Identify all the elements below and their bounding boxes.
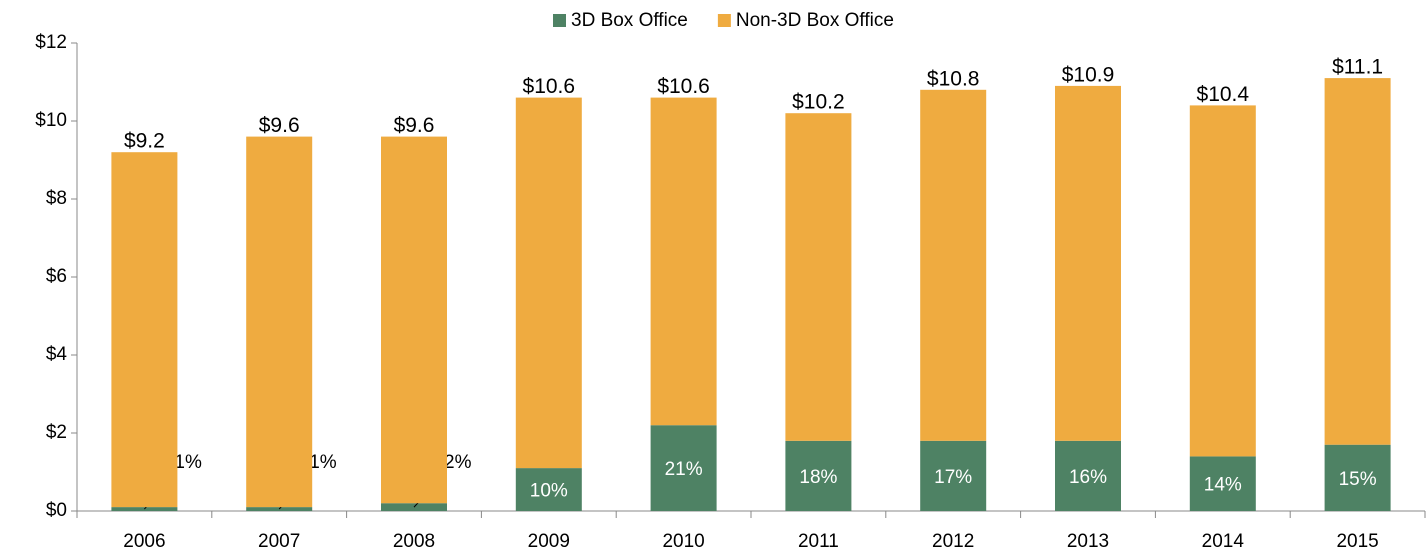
- bar-segment: [381, 136, 447, 504]
- total-label: $10.9: [1062, 63, 1115, 86]
- segment-label: 1%: [174, 452, 202, 473]
- x-tick-label: 2006: [123, 531, 165, 552]
- bar-segment: [920, 89, 987, 441]
- bar-segment: [650, 425, 717, 511]
- segment-label: 10%: [530, 481, 568, 502]
- segment-label: 1%: [309, 452, 337, 473]
- y-tick-label: $0: [46, 500, 67, 521]
- bar-segment: [1189, 105, 1256, 457]
- bar-segment: [785, 113, 852, 441]
- bar-segment: [650, 97, 717, 426]
- bar-segment: [246, 136, 313, 508]
- bar-segment: [1324, 444, 1391, 511]
- y-tick-label: $2: [46, 422, 67, 443]
- legend-swatch: [717, 14, 731, 27]
- y-tick-label: $8: [46, 188, 67, 209]
- bar-segment: [1189, 456, 1256, 511]
- bar-segment: [515, 97, 582, 469]
- total-label: $10.4: [1197, 83, 1250, 106]
- bar-segment: [1055, 85, 1121, 441]
- bar-segment: [111, 152, 178, 508]
- segment-label: 14%: [1204, 475, 1242, 496]
- x-tick-label: 2009: [528, 531, 570, 552]
- segment-label: 2%: [444, 452, 472, 473]
- total-label: $9.6: [259, 114, 300, 137]
- x-tick-label: 2013: [1067, 531, 1109, 552]
- legend-label: Non-3D Box Office: [736, 10, 894, 31]
- x-tick-label: 2011: [798, 531, 839, 552]
- bar-segment: [1324, 78, 1391, 445]
- total-label: $10.2: [792, 91, 845, 114]
- total-label: $10.8: [927, 67, 980, 90]
- y-tick-label: $10: [35, 110, 67, 131]
- segment-label: 21%: [665, 459, 703, 480]
- segment-label: 16%: [1069, 467, 1107, 488]
- segment-label: 17%: [934, 467, 972, 488]
- x-tick-label: 2012: [932, 531, 974, 552]
- bar-segment: [920, 440, 987, 511]
- segment-label: 15%: [1339, 469, 1377, 490]
- bar-segment: [1055, 440, 1121, 511]
- y-tick-label: $4: [46, 344, 68, 365]
- segment-label: 18%: [799, 467, 837, 488]
- x-tick-label: 2007: [258, 531, 300, 552]
- legend-label: 3D Box Office: [571, 10, 688, 31]
- y-tick-label: $6: [46, 266, 67, 287]
- total-label: $9.2: [124, 130, 165, 153]
- total-label: $10.6: [523, 75, 576, 98]
- legend-swatch: [553, 14, 566, 27]
- x-tick-label: 2015: [1336, 531, 1378, 552]
- y-tick-label: $12: [35, 32, 67, 53]
- total-label: $10.6: [657, 75, 710, 98]
- total-label: $9.6: [394, 114, 435, 137]
- x-tick-label: 2008: [393, 531, 435, 552]
- total-label: $11.1: [1332, 56, 1383, 79]
- x-tick-label: 2010: [662, 531, 704, 552]
- bar-segment: [515, 468, 582, 511]
- bar-segment: [785, 440, 852, 511]
- x-tick-label: 2014: [1202, 531, 1245, 552]
